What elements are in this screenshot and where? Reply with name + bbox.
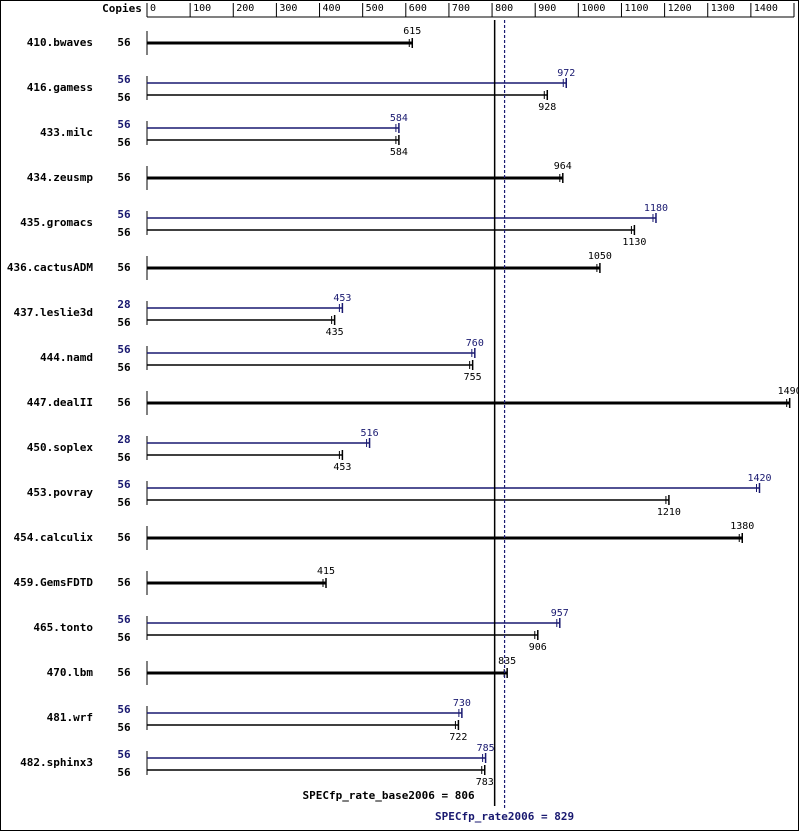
copies: 56 [117,496,131,509]
x-tick-label: 200 [236,3,254,14]
benchmark-name: 434.zeusmp [27,171,94,184]
value-label: 453 [333,293,351,304]
benchmark-name: 437.leslie3d [14,306,93,319]
benchmark-name: 459.GemsFDTD [14,576,94,589]
copies: 56 [117,36,131,49]
copies: 56 [117,666,131,679]
x-tick-label: 700 [452,3,470,14]
x-tick-label: 1300 [711,3,735,14]
copies: 28 [117,433,130,446]
value-label: 1130 [622,237,646,248]
copies: 56 [117,171,131,184]
copies-header: Copies [102,2,142,15]
copies: 56 [117,73,131,86]
copies: 56 [117,136,131,149]
x-tick-label: 0 [150,3,156,14]
copies: 56 [117,748,131,761]
value-label: 760 [466,338,484,349]
x-tick-label: 100 [193,3,211,14]
copies: 56 [117,451,131,464]
copies: 56 [117,613,131,626]
copies: 56 [117,478,131,491]
x-tick-label: 1100 [624,3,648,14]
value-label: 906 [529,642,547,653]
x-tick-label: 800 [495,3,513,14]
copies: 56 [117,261,131,274]
value-label: 516 [361,428,379,439]
value-label: 972 [557,68,575,79]
value-label: 755 [464,372,482,383]
value-label: 785 [477,743,495,754]
benchmark-name: 416.gamess [27,81,93,94]
value-label: 435 [326,327,344,338]
value-label: 730 [453,698,471,709]
benchmark-name: 453.povray [27,486,94,499]
copies: 56 [117,631,131,644]
copies: 28 [117,298,130,311]
value-label: 964 [554,161,572,172]
benchmark-name: 465.tonto [33,621,93,634]
copies: 56 [117,396,131,409]
copies: 56 [117,91,131,104]
benchmark-name: 482.sphinx3 [20,756,93,769]
value-label: 1180 [644,203,668,214]
benchmark-name: 450.soplex [27,441,94,454]
copies: 56 [117,226,131,239]
x-tick-label: 900 [538,3,556,14]
x-tick-label: 600 [409,3,427,14]
value-label: 1210 [657,507,681,518]
x-tick-label: 1000 [581,3,605,14]
benchmark-name: 410.bwaves [27,36,93,49]
x-tick-label: 300 [279,3,297,14]
value-label: 584 [390,113,408,124]
value-label: 835 [498,656,516,667]
x-tick-label: 1500 [797,3,799,14]
benchmark-name: 454.calculix [14,531,94,544]
value-label: 1050 [588,251,612,262]
x-tick-label: 1400 [754,3,778,14]
reference-label: SPECfp_rate_base2006 = 806 [302,789,475,802]
x-tick-label: 500 [366,3,384,14]
value-label: 1490 [778,386,799,397]
x-tick-label: 1200 [668,3,692,14]
copies: 56 [117,766,131,779]
benchmark-name: 470.lbm [47,666,94,679]
value-label: 1420 [747,473,771,484]
copies: 56 [117,361,131,374]
value-label: 453 [333,462,351,473]
copies: 56 [117,208,131,221]
copies: 56 [117,316,131,329]
benchmark-name: 481.wrf [47,711,93,724]
value-label: 928 [538,102,556,113]
benchmark-name: 447.dealII [27,396,93,409]
copies: 56 [117,703,131,716]
copies: 56 [117,576,131,589]
copies: 56 [117,531,131,544]
benchmark-name: 444.namd [40,351,93,364]
copies: 56 [117,721,131,734]
value-label: 722 [449,732,467,743]
value-label: 584 [390,147,408,158]
x-tick-label: 400 [323,3,341,14]
value-label: 615 [403,26,421,37]
benchmark-name: 433.milc [40,126,93,139]
reference-label: SPECfp_rate2006 = 829 [435,810,574,823]
copies: 56 [117,343,131,356]
value-label: 415 [317,566,335,577]
value-label: 957 [551,608,569,619]
benchmark-name: 436.cactusADM [7,261,93,274]
benchmark-name: 435.gromacs [20,216,93,229]
copies: 56 [117,118,131,131]
value-label: 783 [476,777,494,788]
value-label: 1380 [730,521,754,532]
